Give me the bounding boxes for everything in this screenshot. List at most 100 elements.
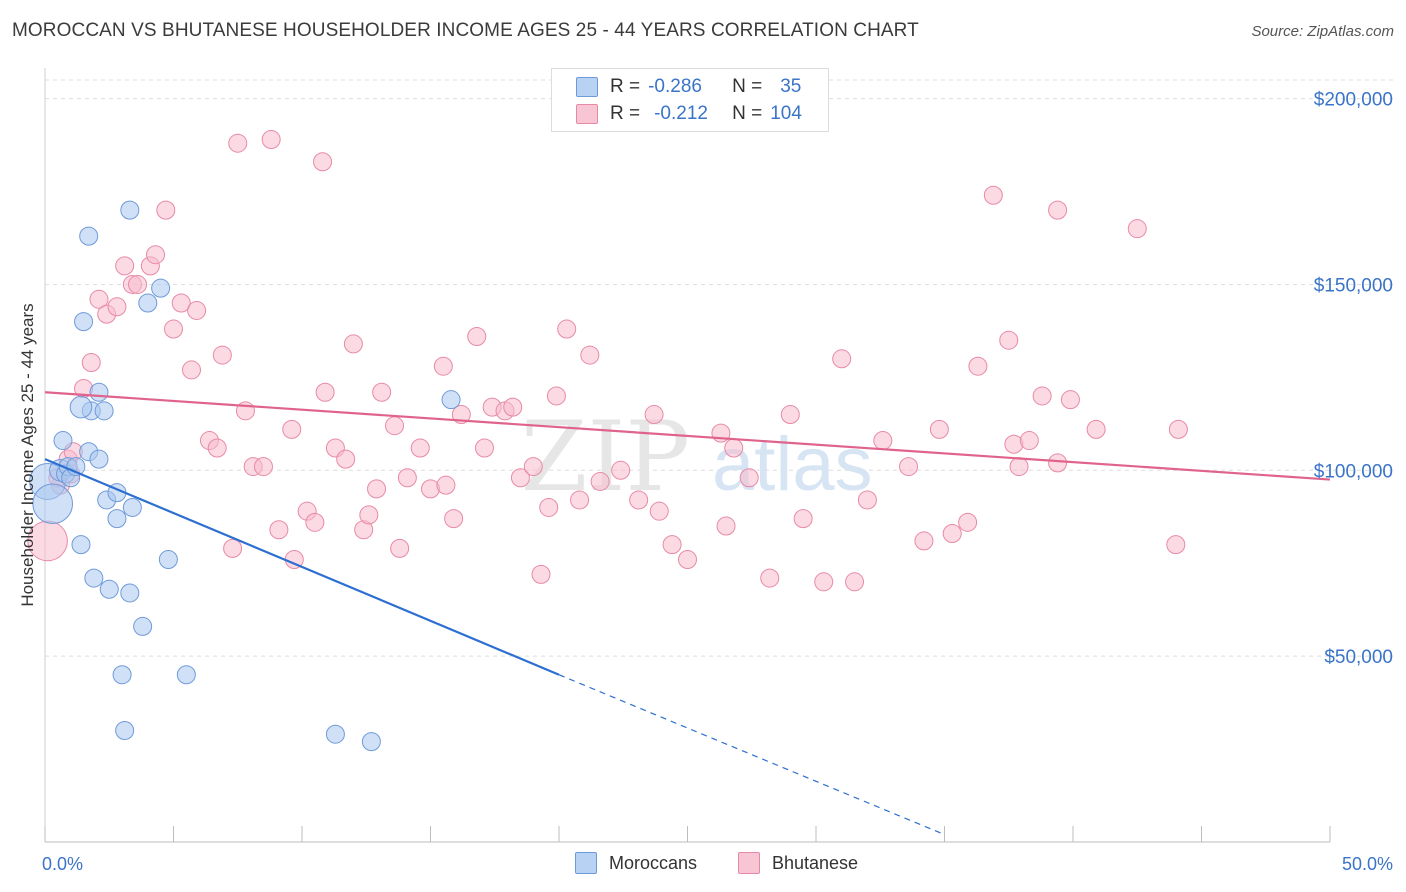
- legend-n-value: 35: [780, 76, 802, 97]
- y-axis-label: Householder Income Ages 25 - 44 years: [18, 303, 37, 607]
- bhutanese-point: [739, 468, 759, 488]
- moroccans-point: [120, 200, 140, 220]
- bhutanese-point: [649, 501, 669, 521]
- moroccans-point: [84, 568, 104, 588]
- moroccans-point: [441, 390, 461, 410]
- moroccans-point: [107, 509, 127, 529]
- bhutanese-point: [678, 550, 697, 570]
- bhutanese-point: [832, 349, 852, 369]
- bhutanese-point: [253, 457, 273, 477]
- bhutanese-point: [207, 438, 227, 458]
- moroccans-point: [89, 382, 109, 402]
- bhutanese-point: [107, 297, 127, 317]
- moroccans-point: [69, 395, 93, 419]
- bhutanese-point: [793, 509, 813, 529]
- bhutanese-point: [845, 572, 865, 592]
- legend-r-label: R =: [610, 103, 641, 124]
- bhutanese-point: [899, 457, 919, 477]
- bhutanese-point: [261, 129, 281, 149]
- moroccans-point: [151, 278, 171, 298]
- moroccans-point: [120, 583, 140, 603]
- bhutanese-point: [611, 460, 631, 480]
- legend-row-bhutanese: R = -0.212 N = 104: [576, 102, 802, 126]
- bhutanese-point: [181, 360, 201, 380]
- legend-r-label: R =: [610, 76, 641, 97]
- bhutanese-point: [89, 289, 109, 309]
- bhutanese-point: [590, 471, 610, 491]
- y-tick-label: $50,000: [1324, 647, 1393, 668]
- correlation-legend: R = -0.286 N = 35 R = -0.212 N = 104: [551, 68, 829, 132]
- bhutanese-point: [1019, 431, 1039, 451]
- bhutanese-point: [315, 382, 335, 402]
- bhutanese-point: [444, 509, 464, 529]
- bhutanese-point: [760, 568, 780, 588]
- legend-n-label: N =: [732, 103, 763, 124]
- axes: [44, 68, 1331, 843]
- bhutanese-point: [1009, 457, 1029, 477]
- moroccans-swatch: [576, 77, 598, 97]
- watermark-atlas: atlas: [712, 422, 873, 507]
- bhutanese-point: [269, 520, 289, 540]
- x-tick-label: 0.0%: [42, 854, 83, 874]
- legend-n-value: 104: [770, 103, 802, 124]
- bhutanese-point: [433, 356, 453, 376]
- bhutanese-point: [359, 505, 379, 525]
- source-label: Source: ZipAtlas.com: [1251, 23, 1394, 40]
- bhutanese-point: [282, 419, 302, 439]
- bhutanese-point: [451, 405, 471, 425]
- y-tick-label: $150,000: [1314, 275, 1393, 296]
- bhutanese-point: [156, 200, 176, 220]
- bhutanese-point: [343, 334, 363, 354]
- moroccans-points: [29, 200, 461, 752]
- x-tick-label: 50.0%: [1342, 854, 1393, 874]
- moroccans-point: [133, 616, 153, 636]
- bhutanese-point: [146, 245, 166, 265]
- moroccans-trendline-extension: [558, 674, 945, 836]
- moroccans-point: [112, 665, 132, 685]
- moroccans-point: [115, 720, 135, 740]
- legend-row-moroccans: R = -0.286 N = 35: [576, 75, 801, 99]
- bhutanese-point: [662, 535, 682, 555]
- bhutanese-point: [523, 457, 543, 477]
- bhutanese-point: [367, 479, 387, 499]
- bhutanese-point: [228, 133, 248, 153]
- bhutanese-point: [436, 475, 456, 495]
- bhutanese-point: [531, 564, 551, 584]
- trendlines: [44, 391, 1331, 836]
- moroccans-point: [53, 431, 73, 451]
- bhutanese-point: [372, 382, 392, 402]
- bhutanese-point: [1048, 453, 1068, 473]
- bhutanese-swatch: [576, 104, 598, 124]
- moroccans-trendline: [44, 458, 560, 676]
- bhutanese-point: [546, 386, 566, 406]
- watermark-zip: ZIP: [521, 401, 690, 513]
- bhutanese-point: [958, 512, 978, 532]
- bhutanese-trendline: [44, 391, 1331, 481]
- legend-r-value: -0.212: [654, 103, 708, 124]
- bhutanese-point: [539, 497, 559, 517]
- bhutanese-point: [212, 345, 232, 365]
- bhutanese-point: [385, 416, 405, 436]
- bhutanese-point: [1086, 419, 1106, 439]
- moroccans-point: [176, 665, 196, 685]
- bhutanese-point: [1168, 419, 1188, 439]
- moroccans-point: [94, 401, 114, 421]
- moroccans-point: [361, 732, 381, 752]
- bhutanese-point: [503, 397, 523, 417]
- bhutanese-point: [397, 468, 417, 488]
- bhutanese-point: [914, 531, 934, 551]
- bhutanese-point: [313, 152, 333, 172]
- moroccans-point: [99, 579, 119, 599]
- bhutanese-point: [1060, 390, 1080, 410]
- bhutanese-point: [580, 345, 600, 365]
- moroccans-legend-swatch: [575, 852, 597, 874]
- bottom-legend-bhutanese: Bhutanese: [738, 852, 858, 874]
- grid-lines: [45, 79, 1395, 657]
- legend-n-label: N =: [732, 76, 763, 97]
- bhutanese-point: [115, 256, 135, 276]
- bhutanese-point: [467, 326, 487, 346]
- bhutanese-points: [27, 129, 1188, 592]
- moroccans-legend-label: Moroccans: [609, 852, 698, 873]
- bhutanese-point: [814, 572, 834, 592]
- tick-labels: $50,000 $100,000 $150,000 $200,000 0.0% 50.0%: [42, 90, 1393, 874]
